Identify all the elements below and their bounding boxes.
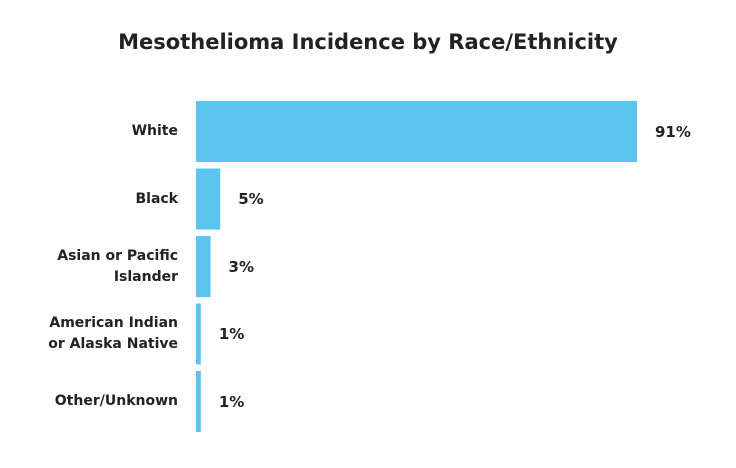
chart-title: Mesothelioma Incidence by Race/Ethnicity (118, 30, 618, 54)
value-label: 1% (218, 392, 245, 411)
bar (196, 168, 221, 230)
value-label: 5% (238, 190, 264, 208)
bar (196, 236, 211, 297)
category-label: Black (135, 190, 178, 207)
category-label: White (131, 123, 178, 139)
category-label: Asian or Pacific Islander (57, 247, 178, 285)
bar (196, 101, 637, 162)
value-label: 91% (655, 122, 691, 141)
bar (196, 303, 201, 365)
category-label: Other/Unknown (54, 393, 178, 409)
value-label: 3% (228, 257, 254, 276)
bar (196, 371, 201, 432)
value-label: 1% (218, 325, 245, 343)
category-label: American Indian or Alaska Native (48, 315, 178, 352)
